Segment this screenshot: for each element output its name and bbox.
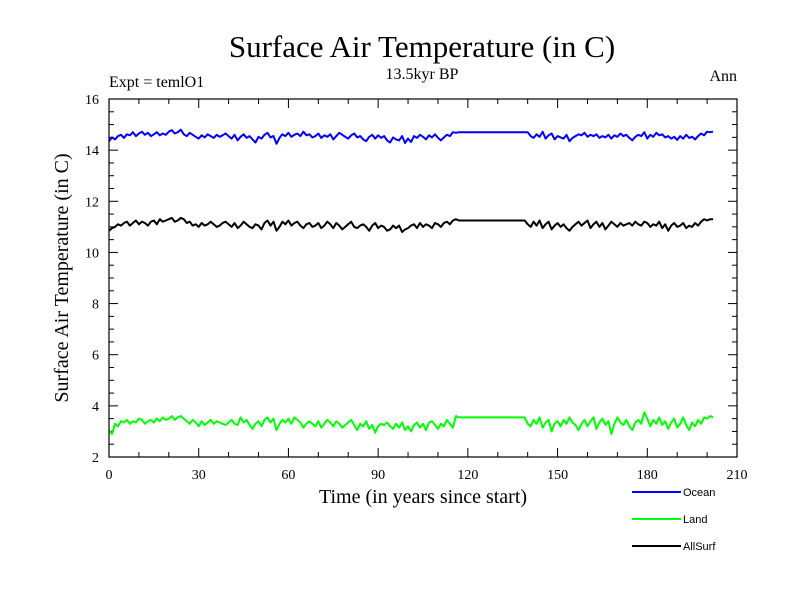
x-tick-label: 210 bbox=[727, 468, 748, 483]
x-tick-label: 90 bbox=[371, 468, 385, 483]
legend-label-land: Land bbox=[683, 514, 707, 526]
chart-title: Surface Air Temperature (in C) bbox=[229, 29, 615, 64]
x-axis-label: Time (in years since start) bbox=[319, 486, 527, 508]
x-tick-label: 120 bbox=[457, 468, 478, 483]
series-line-allsurf bbox=[108, 216, 714, 233]
series-layer bbox=[108, 128, 714, 435]
y-tick-label: 14 bbox=[85, 144, 99, 159]
y-tick-label: 8 bbox=[92, 298, 99, 313]
axis-ticks bbox=[108, 98, 738, 458]
y-tick-label: 16 bbox=[85, 93, 99, 108]
period-note: Ann bbox=[709, 68, 737, 85]
plot-area-frame bbox=[108, 98, 738, 458]
x-tick-label: 150 bbox=[547, 468, 568, 483]
x-tick-label: 60 bbox=[281, 468, 295, 483]
x-tick-label: 30 bbox=[192, 468, 206, 483]
y-tick-label: 12 bbox=[85, 195, 99, 210]
x-tick-label: 0 bbox=[106, 468, 113, 483]
y-tick-label: 6 bbox=[92, 349, 99, 364]
y-axis-label: Surface Air Temperature (in C) bbox=[51, 153, 73, 402]
series-line-land bbox=[108, 411, 714, 435]
x-tick-label: 180 bbox=[637, 468, 658, 483]
experiment-note: Expt = temlO1 bbox=[109, 74, 204, 91]
chart-subtitle: 13.5kyr BP bbox=[386, 66, 459, 83]
y-tick-label: 10 bbox=[85, 246, 99, 261]
y-tick-label: 4 bbox=[92, 400, 99, 415]
tick-labels: 0 30 60 90 120 150 180 210 2 4 6 8 10 12 14 16 bbox=[85, 93, 748, 483]
series-line-ocean bbox=[108, 128, 714, 145]
legend-label-allsurf: AllSurf bbox=[683, 541, 716, 553]
legend-label-ocean: Ocean bbox=[683, 487, 715, 499]
y-tick-label: 2 bbox=[92, 451, 99, 466]
legend: Ocean Land AllSurf bbox=[632, 487, 716, 553]
